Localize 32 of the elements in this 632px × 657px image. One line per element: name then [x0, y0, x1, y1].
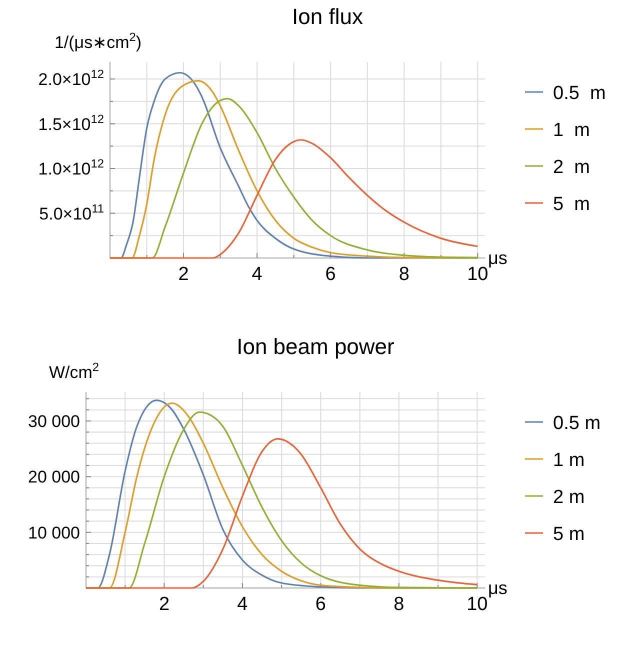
- legend-label: 0.5 m: [553, 413, 601, 434]
- x-tick-label: 4: [252, 264, 263, 285]
- y-tick-label: 2.0×10$^{12}$: [38, 67, 104, 90]
- y-tick-label: 5.0×10$^{11}$: [39, 201, 104, 224]
- y-axis-title: 1/(μs∗cm$^{2}$): [54, 30, 142, 52]
- x-tick-label: 2: [178, 264, 189, 285]
- x-axis-title: μs: [488, 248, 508, 268]
- legend-label: 2 m: [553, 487, 585, 508]
- chart-title: Ion beam power: [236, 334, 394, 359]
- chart-title: Ion flux: [292, 4, 363, 29]
- x-tick-label: 2: [158, 594, 170, 615]
- legend-label: 0.5 m: [553, 83, 606, 104]
- y-tick-label: 30 000: [28, 412, 80, 431]
- y-axis-title: W/cm$^{2}$: [48, 360, 100, 382]
- legend-label: 1 m: [553, 120, 590, 141]
- legend-label: 1 m: [553, 450, 585, 471]
- x-tick-label: 10: [466, 594, 488, 615]
- x-tick-label: 10: [467, 264, 488, 285]
- y-tick-label: 20 000: [28, 468, 80, 487]
- line-series: [109, 139, 478, 259]
- legend-label: 2 m: [553, 157, 590, 178]
- y-tick-label: 1.0×10$^{12}$: [38, 156, 104, 178]
- x-tick-label: 6: [315, 594, 326, 615]
- x-axis-title: μs: [488, 578, 508, 598]
- x-tick-label: 8: [398, 264, 410, 285]
- y-tick-label: 10 000: [28, 523, 80, 542]
- y-tick-label: 1.5×10$^{12}$: [38, 112, 104, 134]
- x-tick-label: 6: [325, 264, 336, 285]
- x-tick-label: 4: [237, 594, 248, 615]
- legend-label: 5 m: [553, 524, 585, 545]
- legend-label: 5 m: [553, 194, 590, 215]
- x-tick-label: 8: [394, 594, 404, 615]
